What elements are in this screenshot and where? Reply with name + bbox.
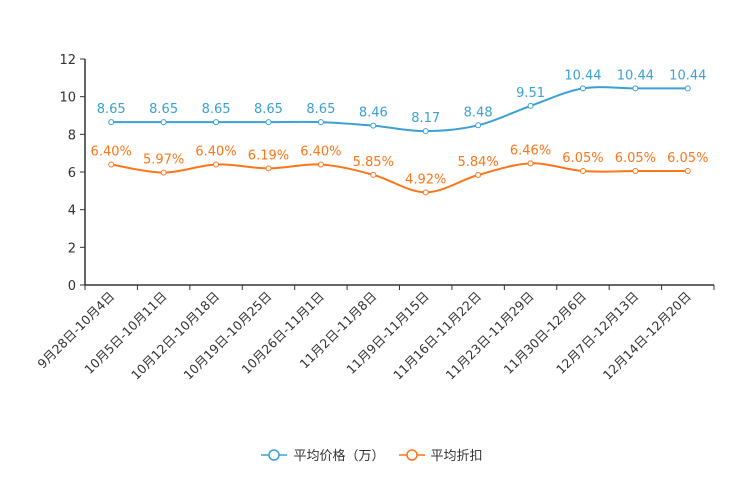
y-tick-label: 0: [68, 279, 76, 294]
legend-label: 平均价格（万）: [293, 449, 385, 464]
data-point: [213, 119, 220, 126]
series-line-1: [111, 162, 688, 194]
data-point: [317, 161, 324, 168]
data-point: [579, 85, 586, 92]
data-label: 10.44: [669, 68, 706, 83]
data-label: 10.44: [617, 68, 654, 83]
y-tick-label: 4: [68, 204, 76, 219]
data-label: 8.65: [149, 102, 178, 117]
data-point: [370, 171, 377, 178]
data-point: [684, 85, 691, 92]
data-label: 6.05%: [562, 151, 603, 166]
data-point: [108, 119, 115, 126]
data-point: [527, 102, 534, 109]
data-label: 4.92%: [405, 172, 446, 187]
x-tick-label: 10月19日-10月25日: [180, 289, 274, 383]
y-tick-label: 12: [59, 53, 76, 68]
legend-marker-icon: [398, 448, 425, 461]
data-label: 6.40%: [195, 144, 236, 159]
data-label: 5.97%: [143, 153, 184, 168]
x-tick-label: 12月14日-12月20日: [600, 289, 694, 383]
data-label: 6.19%: [248, 148, 289, 163]
data-label: 8.65: [254, 102, 283, 117]
data-point: [370, 122, 377, 129]
data-label: 8.65: [306, 102, 335, 117]
data-point: [579, 168, 586, 175]
data-label: 6.40%: [300, 144, 341, 159]
data-label: 8.17: [411, 111, 440, 126]
y-tick-label: 8: [68, 128, 76, 143]
legend: 平均价格（万） 平均折扣: [0, 445, 744, 464]
data-label: 8.46: [359, 106, 388, 121]
data-point: [108, 161, 115, 168]
data-label: 10.44: [564, 68, 601, 83]
legend-item-discount[interactable]: 平均折扣: [398, 445, 483, 464]
series-line-0: [111, 86, 688, 133]
x-tick-label: 11月16日-11月22日: [390, 289, 484, 383]
data-point: [475, 172, 482, 179]
data-label: 5.85%: [353, 155, 394, 170]
data-point: [317, 119, 324, 126]
y-tick-label: 2: [68, 241, 76, 256]
data-point: [213, 161, 220, 168]
data-label: 6.05%: [615, 151, 656, 166]
data-point: [265, 165, 272, 172]
legend-label: 平均折扣: [430, 449, 483, 464]
x-tick-label: 10月12日-10月18日: [128, 289, 222, 383]
data-label: 6.46%: [510, 143, 551, 158]
data-point: [160, 169, 167, 176]
data-point: [265, 119, 272, 126]
data-label: 5.84%: [457, 155, 498, 170]
data-label: 6.05%: [667, 151, 708, 166]
data-point: [632, 168, 639, 175]
data-label: 6.40%: [91, 144, 132, 159]
legend-item-price[interactable]: 平均价格（万）: [261, 445, 385, 464]
data-point: [475, 122, 482, 129]
data-point: [527, 160, 534, 167]
y-tick-label: 10: [59, 91, 76, 106]
data-point: [684, 168, 691, 175]
data-point: [632, 85, 639, 92]
legend-marker-icon: [261, 448, 288, 461]
data-label: 9.51: [516, 86, 545, 101]
data-label: 8.48: [464, 105, 493, 120]
data-label: 8.65: [202, 102, 231, 117]
data-point: [422, 128, 429, 135]
data-label: 8.65: [97, 102, 126, 117]
data-point: [160, 119, 167, 126]
data-point: [422, 189, 429, 196]
x-tick-label: 11月23日-11月29日: [443, 289, 537, 383]
y-tick-label: 6: [68, 166, 76, 181]
